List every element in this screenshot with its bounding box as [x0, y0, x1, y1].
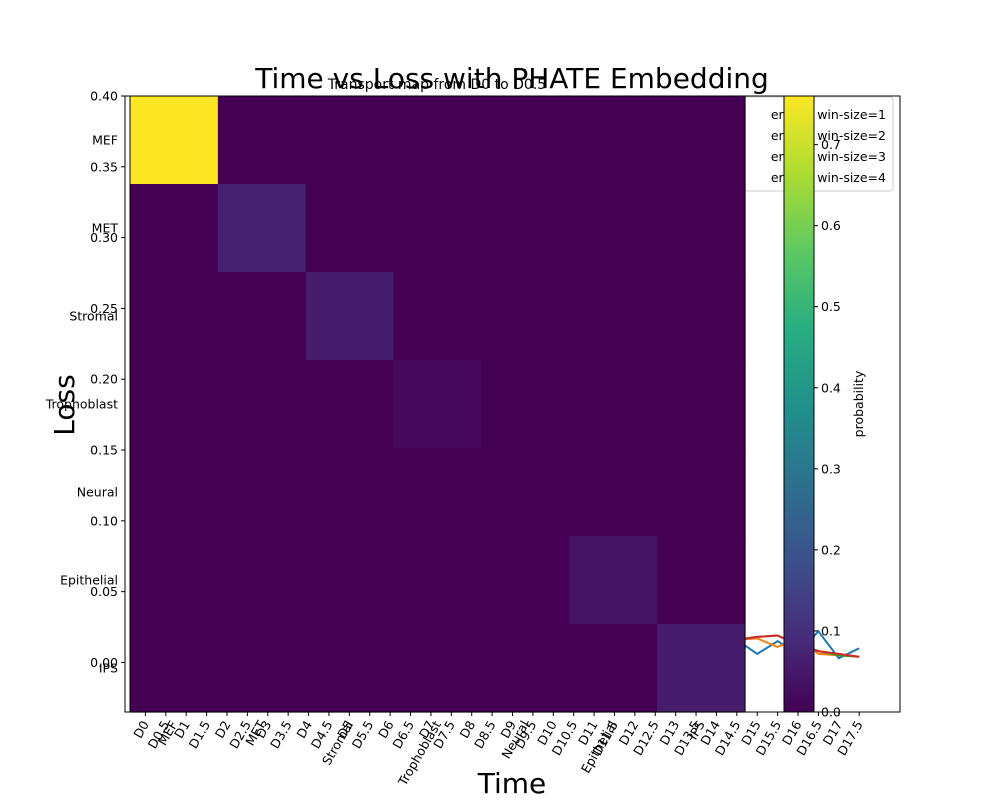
heatmap-cell	[657, 96, 746, 185]
heatmap-cell	[481, 184, 570, 273]
heatmap-cell	[481, 448, 570, 537]
heatmap-cell	[217, 96, 307, 185]
heatmap-cell	[217, 184, 307, 273]
x-tick-label: D6.5	[389, 718, 417, 751]
x-tick-label: D8.5	[471, 718, 499, 751]
heatmap-cell	[130, 360, 219, 449]
heatmap-row-label: IPS	[99, 661, 118, 676]
y-tick-label: 0.40	[90, 89, 118, 104]
heatmap-cell	[657, 184, 746, 273]
colorbar-ticks: 0.0 0.1 0.2 0.3 0.4 0.5 0.6 0.7	[814, 137, 841, 720]
heatmap-row-label: Trophoblast	[45, 397, 118, 412]
y-tick-label: 0.30	[90, 230, 118, 245]
heatmap-cell	[305, 96, 395, 185]
colorbar-tick-label: 0.5	[821, 299, 841, 314]
heatmap-cell	[657, 360, 746, 449]
heatmap-cell	[217, 360, 307, 449]
line-plot-title: Time vs Loss with PHATE Embedding	[254, 62, 769, 95]
x-tick-label: D1.5	[185, 718, 213, 751]
heatmap-cell	[130, 96, 219, 185]
heatmap-cell	[305, 360, 395, 449]
y-tick-label: 0.05	[90, 584, 118, 599]
heatmap-cell	[569, 536, 658, 625]
y-axis-label: Loss	[48, 374, 81, 435]
heatmap-cell	[657, 448, 746, 537]
y-tick-label: 0.10	[90, 513, 118, 528]
heatmap-cell	[393, 96, 483, 185]
heatmap-row-label: MET	[92, 221, 119, 236]
heatmap-cell	[217, 272, 307, 361]
heatmap-cell	[569, 448, 658, 537]
heatmap-cell	[569, 360, 658, 449]
colorbar-tick-label: 0.1	[821, 623, 841, 638]
line-plot-x-ticks: D0D0.5D1D1.5D2D2.5D3D3.5D4D4.5D5D5.5D6D6…	[130, 712, 866, 758]
colorbar-tick-label: 0.0	[821, 705, 841, 720]
heatmap-cell	[481, 360, 570, 449]
heatmap-cell	[569, 96, 658, 185]
heatmap-cell	[130, 624, 219, 713]
heatmap-cell	[393, 360, 483, 449]
heatmap-cell	[481, 624, 570, 713]
x-axis-label: Time	[477, 767, 547, 800]
colorbar-tick-label: 0.6	[821, 218, 841, 233]
heatmap-cell	[569, 624, 658, 713]
heatmap-cell	[481, 536, 570, 625]
heatmap-cell	[393, 272, 483, 361]
colorbar-tick-label: 0.4	[821, 380, 841, 395]
heatmap-cell	[217, 448, 307, 537]
heatmap-cell	[481, 272, 570, 361]
y-tick-label: 0.00	[90, 655, 118, 670]
heatmap-cell	[569, 272, 658, 361]
heatmap-cell	[657, 272, 746, 361]
heatmap-row-label: Neural	[77, 485, 118, 500]
heatmap-cell	[130, 536, 219, 625]
heatmap-frame	[129, 95, 746, 713]
heatmap-cell	[305, 184, 395, 273]
x-tick-label: D5.5	[349, 718, 377, 751]
heatmap-cell	[657, 536, 746, 625]
heatmap-cell	[130, 448, 219, 537]
heatmap-cell	[305, 272, 395, 361]
y-tick-label: 0.15	[90, 443, 118, 458]
heatmap-cell	[481, 96, 570, 185]
heatmap-cell	[657, 624, 746, 713]
line-plot-y-ticks: 0.00 0.05 0.10 0.15 0.20 0.25 0.30 0.35 0.40	[90, 89, 125, 670]
colorbar-gradient	[783, 95, 815, 713]
heatmap-cell	[305, 448, 395, 537]
heatmap-row-label: Stromal	[69, 309, 118, 324]
heatmap-row-label: Epithelial	[60, 573, 118, 588]
colorbar-tick-label: 0.7	[821, 137, 841, 152]
heatmap-cell	[130, 272, 219, 361]
heatmap-row-labels: MEF MET Stromal Trophoblast Neural Epithelial…	[45, 133, 119, 676]
heatmap-cell	[217, 536, 307, 625]
heatmap-cell	[393, 536, 483, 625]
colorbar-label: probability	[851, 370, 866, 437]
heatmap-title: Transport map from D0 to D0.5	[327, 77, 546, 93]
heatmap-row-label: MEF	[92, 133, 118, 148]
heatmap-cell	[305, 624, 395, 713]
y-tick-label: 0.20	[90, 372, 118, 387]
colorbar-tick-label: 0.2	[821, 542, 841, 557]
heatmap-cell	[217, 624, 307, 713]
y-tick-label: 0.25	[90, 301, 118, 316]
y-tick-label: 0.35	[90, 159, 118, 174]
heatmap-cell	[130, 184, 219, 273]
colorbar: 0.0 0.1 0.2 0.3 0.4 0.5 0.6 0.7 probability	[783, 95, 866, 720]
transport-heatmap	[129, 95, 746, 713]
heatmap-cell	[393, 624, 483, 713]
x-tick-label: D3.5	[267, 718, 295, 751]
heatmap-cell	[393, 448, 483, 537]
heatmap-cell	[569, 184, 658, 273]
heatmap-cell	[305, 536, 395, 625]
heatmap-cell	[393, 184, 483, 273]
colorbar-tick-label: 0.3	[821, 461, 841, 476]
